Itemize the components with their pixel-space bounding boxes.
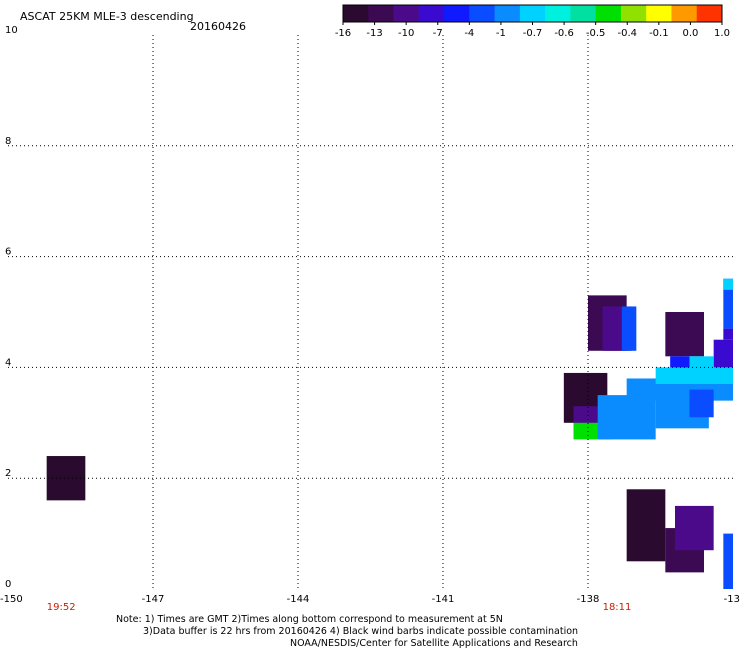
colorbar-swatch-14 (696, 5, 723, 22)
data-cell-0 (46, 456, 86, 501)
colorbar-label-10: -0.1 (649, 28, 669, 39)
colorbar-swatch-10 (595, 5, 622, 22)
colorbar-label-1: -13 (366, 28, 382, 39)
x-tick-label-3: -141 (432, 594, 455, 605)
colorbar-swatch-1 (368, 5, 395, 22)
colorbar-swatch-6 (494, 5, 521, 22)
data-cell-5 (723, 278, 733, 329)
data-cell-8 (713, 339, 733, 368)
y-tick-label-2: 4 (5, 357, 11, 368)
axis-labels: -150 -147 -144 -141 -138 -13 0 2 4 6 8 10 19:52 18:11 (0, 25, 740, 613)
colorbar-label-4: -4 (464, 28, 474, 39)
colorbar-swatch-7 (519, 5, 546, 22)
colorbar-swatch-0 (343, 5, 369, 22)
data-cell-6 (723, 278, 733, 290)
y-tick-label-3: 6 (5, 247, 11, 258)
grid-lines (8, 35, 733, 589)
colorbar-swatch-13 (671, 5, 698, 22)
data-cell-17 (670, 356, 690, 368)
data-cell-3 (621, 306, 637, 351)
colorbar-swatch-8 (545, 5, 571, 22)
data-cell-18 (689, 389, 714, 418)
data-cell-4 (665, 312, 704, 357)
colorbar-label-11: 0.0 (682, 28, 698, 39)
note-line-3: NOAA/NESDIS/Center for Satellite Applica… (290, 638, 578, 649)
data-cell-7 (723, 328, 733, 340)
colorbar-label-6: -0.7 (523, 28, 543, 39)
y-tick-label-4: 8 (5, 136, 11, 147)
colorbar-label-3: -7 (433, 28, 443, 39)
colorbar-swatch-5 (469, 5, 496, 22)
colorbar-swatch-9 (570, 5, 597, 22)
x-tick-label-1: -147 (142, 594, 165, 605)
note-line-1: Note: 1) Times are GMT 2)Times along bot… (116, 614, 503, 625)
colorbar-label-8: -0.5 (586, 28, 606, 39)
colorbar-label-7: -0.6 (554, 28, 574, 39)
x-tick-label-5: -13 (724, 594, 740, 605)
x-tick-label-0: -150 (0, 594, 23, 605)
colorbar-swatch-3 (418, 5, 445, 22)
y-tick-label-1: 2 (5, 468, 11, 479)
colorbar-swatch-11 (620, 5, 647, 22)
colorbar-swatch-12 (646, 5, 672, 22)
time-label-0: 19:52 (47, 602, 76, 613)
y-tick-label-5: 10 (5, 25, 18, 36)
data-cell-16 (684, 356, 714, 373)
colorbar-label-2: -10 (398, 28, 414, 39)
chart-date: 20160426 (190, 20, 246, 33)
note-line-2: 3)Data buffer is 22 hrs from 20160426 4)… (143, 626, 579, 637)
colorbar-label-5: -1 (496, 28, 506, 39)
data-cell-22 (723, 533, 733, 589)
colorbar: -16 -13 -10 -7 -4 -1 -0.7 -0.6 -0.5 -0.4 -0.1 0.0 1.… (335, 4, 730, 39)
chart-title: ASCAT 25KM MLE-3 descending (20, 10, 194, 23)
data-cell-19 (626, 489, 666, 562)
colorbar-label-9: -0.4 (617, 28, 637, 39)
colorbar-label-12: 1.0 (714, 28, 730, 39)
data-cell-21 (675, 505, 714, 551)
y-tick-label-0: 0 (5, 579, 11, 590)
data-cell-12 (597, 395, 656, 440)
x-tick-label-2: -144 (287, 594, 310, 605)
colorbar-label-0: -16 (335, 28, 351, 39)
data-cells (46, 278, 733, 589)
colorbar-swatch-2 (393, 5, 420, 22)
colorbar-swatch-4 (444, 5, 470, 22)
x-tick-label-4: -138 (577, 594, 600, 605)
time-label-1: 18:11 (603, 602, 632, 613)
